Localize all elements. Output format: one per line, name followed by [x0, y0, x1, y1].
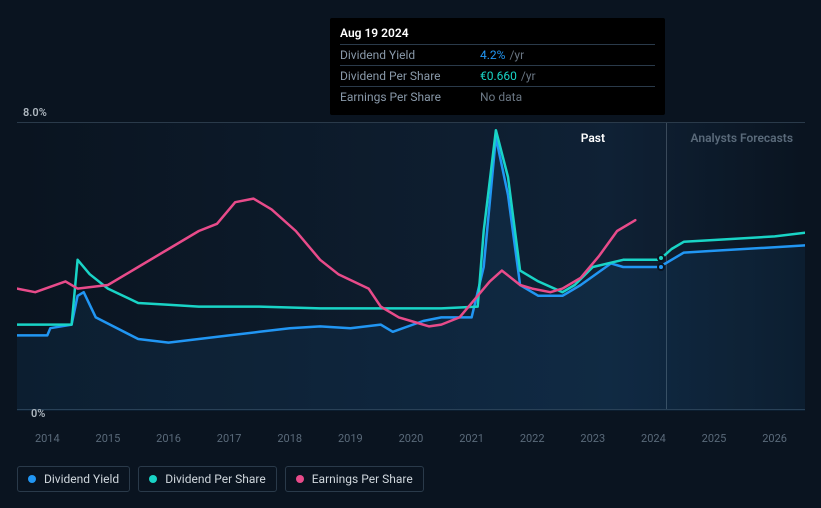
- x-axis-tick: 2020: [381, 432, 442, 445]
- legend-item-dividend-yield[interactable]: Dividend Yield: [17, 466, 130, 492]
- x-axis-tick: 2024: [623, 432, 684, 445]
- tooltip-row-label: Dividend Per Share: [340, 69, 480, 83]
- tooltip-date: Aug 19 2024: [340, 26, 655, 44]
- x-axis-tick: 2023: [562, 432, 623, 445]
- chart-legend: Dividend Yield Dividend Per Share Earnings…: [17, 466, 424, 492]
- tooltip-row-suffix: /yr: [509, 48, 524, 62]
- y-axis-min-label: 0%: [31, 407, 45, 420]
- x-axis-tick: 2018: [259, 432, 320, 445]
- legend-item-label: Dividend Per Share: [165, 472, 266, 486]
- legend-item-dividend-per-share[interactable]: Dividend Per Share: [138, 466, 277, 492]
- x-axis: 2014201520162017201820192020202120222023…: [17, 432, 805, 445]
- x-axis-tick: 2015: [78, 432, 139, 445]
- tooltip-row-value: No data: [480, 90, 522, 104]
- legend-item-label: Dividend Yield: [44, 472, 119, 486]
- tooltip-row-value: 4.2%: [480, 48, 505, 62]
- tooltip-row: Dividend Per Share€0.660/yr: [340, 65, 655, 86]
- x-axis-tick: 2026: [744, 432, 805, 445]
- y-axis-max-label: 8.0%: [23, 106, 47, 119]
- x-axis-tick: 2025: [684, 432, 745, 445]
- tooltip-row-value: €0.660: [480, 69, 517, 83]
- chart-tooltip: Aug 19 2024 Dividend Yield4.2%/yrDividen…: [330, 18, 665, 115]
- x-axis-tick: 2017: [199, 432, 260, 445]
- x-axis-tick: 2014: [17, 432, 78, 445]
- chart-lines: [17, 123, 805, 411]
- legend-dot-icon: [28, 475, 36, 483]
- legend-item-earnings-per-share[interactable]: Earnings Per Share: [285, 466, 424, 492]
- x-axis-tick: 2019: [320, 432, 381, 445]
- tooltip-row-label: Dividend Yield: [340, 48, 480, 62]
- chart-area: 8.0% Past Analysts Forecasts 0%: [17, 108, 805, 418]
- x-axis-tick: 2022: [502, 432, 563, 445]
- chart-plot[interactable]: Past Analysts Forecasts: [17, 122, 805, 410]
- chart-marker-dividend-yield: [657, 263, 665, 271]
- tooltip-row-suffix: /yr: [521, 69, 536, 83]
- tooltip-row-label: Earnings Per Share: [340, 90, 480, 104]
- x-axis-tick: 2021: [441, 432, 502, 445]
- x-axis-tick: 2016: [138, 432, 199, 445]
- legend-dot-icon: [296, 475, 304, 483]
- chart-marker-dividend-per-share: [657, 254, 665, 262]
- legend-item-label: Earnings Per Share: [312, 472, 413, 486]
- legend-dot-icon: [149, 475, 157, 483]
- tooltip-row: Dividend Yield4.2% /yr: [340, 44, 655, 65]
- tooltip-row: Earnings Per ShareNo data: [340, 86, 655, 107]
